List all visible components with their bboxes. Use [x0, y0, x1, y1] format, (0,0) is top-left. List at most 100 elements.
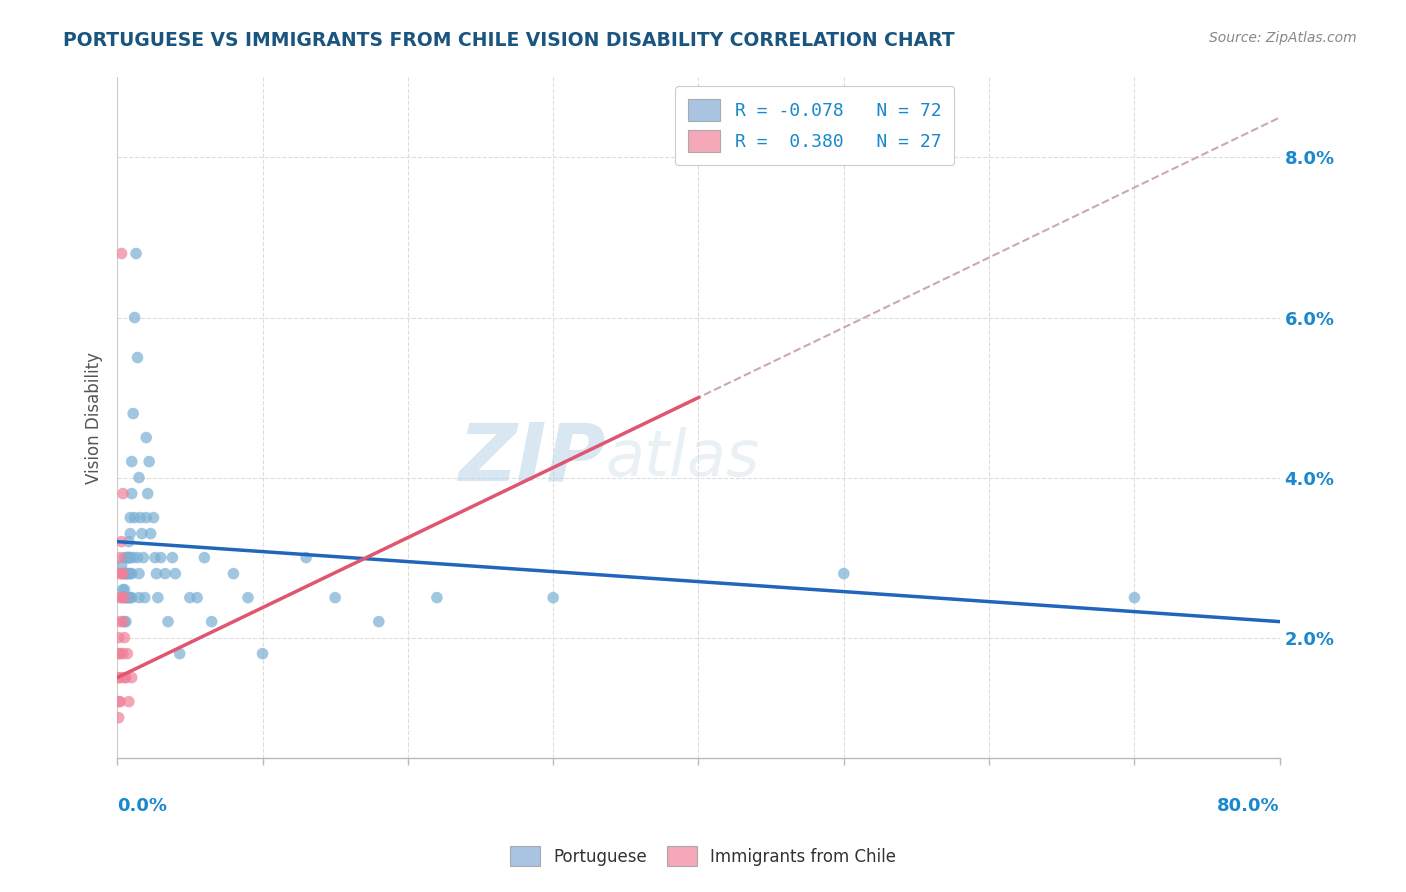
Point — [117, 647, 139, 661]
Point — [115, 591, 138, 605]
Text: Source: ZipAtlas.com: Source: ZipAtlas.com — [1209, 31, 1357, 45]
Y-axis label: Vision Disability: Vision Disability — [86, 351, 103, 483]
Point — [295, 550, 318, 565]
Point — [131, 526, 153, 541]
Point — [110, 534, 132, 549]
Point — [252, 647, 274, 661]
Point — [110, 246, 132, 260]
Point — [108, 615, 131, 629]
Point — [114, 631, 136, 645]
Point — [114, 566, 136, 581]
Point — [323, 591, 346, 605]
Point — [146, 591, 169, 605]
Point — [127, 351, 149, 365]
Point — [129, 510, 152, 524]
Point — [118, 591, 141, 605]
Point — [426, 591, 449, 605]
Point — [128, 470, 150, 484]
Point — [118, 550, 141, 565]
Point — [120, 526, 142, 541]
Text: ZIP: ZIP — [458, 419, 606, 498]
Point — [111, 566, 134, 581]
Point — [107, 631, 129, 645]
Point — [110, 591, 132, 605]
Point — [128, 566, 150, 581]
Point — [169, 647, 191, 661]
Point — [121, 486, 143, 500]
Point — [114, 671, 136, 685]
Point — [115, 566, 138, 581]
Point — [121, 454, 143, 468]
Point — [117, 550, 139, 565]
Point — [110, 566, 132, 581]
Point — [115, 566, 138, 581]
Point — [142, 510, 165, 524]
Point — [121, 671, 143, 685]
Point — [136, 486, 159, 500]
Point — [124, 510, 146, 524]
Point — [153, 566, 176, 581]
Point — [108, 647, 131, 661]
Point — [107, 711, 129, 725]
Point — [117, 550, 139, 565]
Point — [118, 695, 141, 709]
Point — [149, 550, 172, 565]
Point — [128, 591, 150, 605]
Point — [122, 407, 145, 421]
Point — [145, 566, 167, 581]
Point — [107, 695, 129, 709]
Point — [134, 591, 156, 605]
Point — [222, 566, 245, 581]
Point — [117, 591, 139, 605]
Point — [125, 246, 148, 260]
Point — [121, 566, 143, 581]
Point — [114, 550, 136, 565]
Point — [120, 591, 142, 605]
Point — [121, 591, 143, 605]
Point — [120, 550, 142, 565]
Point — [115, 671, 138, 685]
Point — [108, 695, 131, 709]
Point — [108, 591, 131, 605]
Point — [832, 566, 855, 581]
Point — [108, 566, 131, 581]
Point — [367, 615, 389, 629]
Legend: R = -0.078   N = 72, R =  0.380   N = 27: R = -0.078 N = 72, R = 0.380 N = 27 — [675, 87, 955, 165]
Point — [108, 550, 131, 565]
Text: 80.0%: 80.0% — [1218, 797, 1279, 814]
Point — [111, 647, 134, 661]
Point — [120, 566, 142, 581]
Point — [135, 431, 157, 445]
Point — [124, 310, 146, 325]
Point — [108, 671, 131, 685]
Point — [186, 591, 208, 605]
Legend: Portuguese, Immigrants from Chile: Portuguese, Immigrants from Chile — [502, 838, 904, 875]
Point — [143, 550, 166, 565]
Point — [541, 591, 564, 605]
Point — [107, 671, 129, 685]
Point — [122, 550, 145, 565]
Point — [118, 534, 141, 549]
Point — [111, 486, 134, 500]
Point — [120, 510, 142, 524]
Point — [127, 550, 149, 565]
Point — [157, 615, 180, 629]
Point — [236, 591, 259, 605]
Point — [139, 526, 162, 541]
Point — [115, 615, 138, 629]
Point — [135, 510, 157, 524]
Point — [165, 566, 187, 581]
Point — [117, 566, 139, 581]
Text: 0.0%: 0.0% — [117, 797, 167, 814]
Text: PORTUGUESE VS IMMIGRANTS FROM CHILE VISION DISABILITY CORRELATION CHART: PORTUGUESE VS IMMIGRANTS FROM CHILE VISI… — [63, 31, 955, 50]
Point — [1123, 591, 1146, 605]
Point — [162, 550, 184, 565]
Point — [110, 558, 132, 573]
Point — [114, 591, 136, 605]
Point — [132, 550, 155, 565]
Point — [107, 647, 129, 661]
Point — [201, 615, 224, 629]
Point — [118, 550, 141, 565]
Point — [114, 582, 136, 597]
Point — [114, 591, 136, 605]
